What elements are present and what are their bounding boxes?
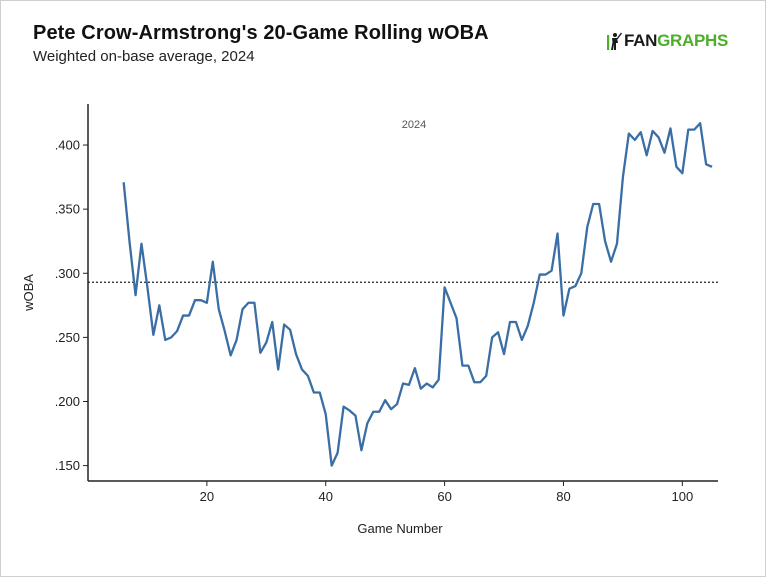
y-tick-label: .200 [55, 394, 80, 409]
y-tick-label: .350 [55, 202, 80, 217]
series-line [122, 122, 713, 467]
chart-title: Pete Crow-Armstrong's 20-Game Rolling wO… [33, 22, 489, 44]
fangraphs-logo: FAN GRAPHS [606, 31, 728, 51]
x-tick-label: 60 [437, 489, 451, 504]
y-tick-label: .150 [55, 458, 80, 473]
y-tick-label: .400 [55, 138, 80, 153]
x-tick-label: 100 [671, 489, 693, 504]
season-annotation: 2024 [402, 119, 426, 131]
chart-subtitle: Weighted on-base average, 2024 [33, 48, 255, 65]
x-axis: 20 40 60 80 100 [200, 481, 693, 504]
x-tick-label: 20 [200, 489, 214, 504]
y-axis: .150 .200 .250 .300 .350 .400 [55, 138, 88, 473]
logo-text-graphs: GRAPHS [657, 31, 729, 50]
y-tick-label: .250 [55, 330, 80, 345]
x-axis-label: Game Number [357, 521, 443, 536]
y-axis-label: wOBA [21, 274, 36, 312]
y-tick-label: .300 [55, 266, 80, 281]
x-tick-label: 80 [556, 489, 570, 504]
x-tick-label: 40 [319, 489, 333, 504]
logo-text-fan: FAN [624, 31, 658, 50]
batter-icon [607, 32, 622, 50]
